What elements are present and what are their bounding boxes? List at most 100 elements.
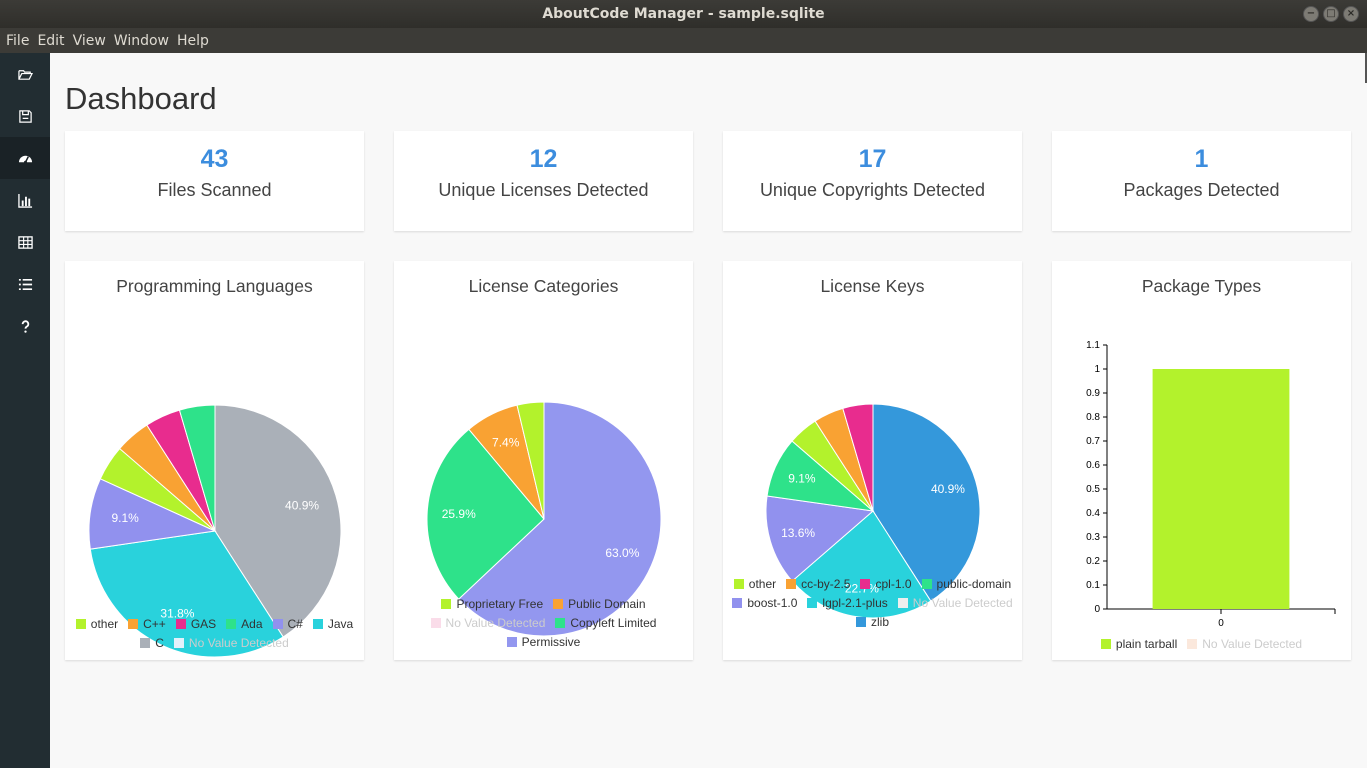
- sidebar-chart-button[interactable]: [0, 179, 50, 221]
- legend-item-zlib[interactable]: zlib: [855, 613, 889, 632]
- legend-label: other: [90, 617, 119, 631]
- stat-value: 12: [529, 145, 558, 173]
- stat-label: Files Scanned: [157, 180, 272, 200]
- legend-swatch: [506, 637, 517, 647]
- stat-unique-licenses: 12 Unique Licenses Detected: [394, 131, 693, 231]
- sidebar-save-button[interactable]: [0, 95, 50, 137]
- legend-label: Java: [327, 617, 354, 631]
- maximize-button[interactable]: □: [1323, 6, 1339, 22]
- legend-swatch: [786, 579, 797, 589]
- legend-item-plain-tarball[interactable]: plain tarball: [1100, 635, 1177, 654]
- minimize-button[interactable]: −: [1303, 6, 1319, 22]
- pie-slice-c[interactable]: [214, 404, 342, 638]
- legend-item-c[interactable]: C: [140, 634, 164, 653]
- legend-swatch: [272, 619, 283, 629]
- sidebar-list-button[interactable]: [0, 263, 50, 305]
- legend-item-boost-1-0[interactable]: boost-1.0: [732, 594, 797, 613]
- stat-value: 1: [1194, 145, 1209, 173]
- y-tick-label: 0.9: [1086, 388, 1100, 399]
- legend-label: Permissive: [521, 635, 581, 649]
- legend-label: public-domain: [936, 577, 1012, 591]
- menu-file[interactable]: File: [6, 32, 30, 49]
- legend-item-c[interactable]: C++: [128, 615, 166, 634]
- bar-chart-icon: [17, 193, 32, 208]
- list-icon: [18, 278, 32, 290]
- legend-swatch: [175, 619, 186, 629]
- chart-legend: other C++ GAS Ada C# Java C No Value Detected: [65, 615, 364, 653]
- close-button[interactable]: ×: [1343, 6, 1359, 22]
- legend-label: Proprietary Free: [456, 597, 544, 611]
- y-tick-label: 1.1: [1086, 340, 1100, 351]
- legend-item-other[interactable]: other: [733, 575, 776, 594]
- license-keys-card: License Keys 40.9%22.7%13.6%9.1% othercc…: [723, 261, 1022, 660]
- pie-slice-lgpl-2-1-plus[interactable]: [791, 510, 932, 619]
- dashboard-content: Dashboard 43 Files Scanned 12 Unique Lic…: [50, 53, 1366, 768]
- stat-label: Unique Licenses Detected: [438, 180, 649, 200]
- legend-item-permissive[interactable]: Permissive: [506, 633, 581, 652]
- slice-percent-label: 9.1%: [112, 511, 140, 525]
- slice-percent-label: 40.9%: [285, 498, 319, 512]
- programming-languages-card: Programming Languages 40.9% 31.8% 9.1% oth…: [65, 261, 364, 660]
- menu-bar: File Edit View Window Help: [0, 28, 1367, 53]
- menu-edit[interactable]: Edit: [37, 32, 65, 49]
- legend-item-no-value-detected[interactable]: No Value Detected: [173, 634, 289, 653]
- legend-swatch: [921, 579, 932, 589]
- legend-swatch: [553, 599, 564, 609]
- pie-slice-permissive[interactable]: [458, 401, 662, 637]
- legend-item-gas[interactable]: GAS: [175, 615, 217, 634]
- table-icon: [17, 235, 33, 249]
- legend-label: lgpl-2.1-plus: [822, 596, 888, 610]
- legend-item-public-domain[interactable]: Public Domain: [553, 595, 646, 614]
- slice-percent-label: 7.4%: [492, 436, 520, 450]
- legend-label: No Value Detected: [912, 596, 1013, 610]
- legend-item-no-value-detected[interactable]: No Value Detected: [897, 594, 1013, 613]
- package-types-bar-chart: 0 0.1 0.2 0.3 0.4 0.5 0.6 0.7 0.8 0.9 1 1.1 0: [1086, 340, 1336, 629]
- window-title: AboutCode Manager - sample.sqlite: [542, 6, 825, 22]
- legend-item-other[interactable]: other: [75, 615, 119, 634]
- menu-window[interactable]: Window: [113, 32, 169, 49]
- sidebar-dashboard-button[interactable]: [0, 137, 50, 179]
- y-tick-label: 0.7: [1086, 436, 1100, 447]
- legend-item-cpl-1-0[interactable]: cpl-1.0: [860, 575, 912, 594]
- chart-title: Package Types: [1141, 276, 1262, 296]
- stat-value: 17: [858, 145, 887, 173]
- legend-item-no-value-detected[interactable]: No Value Detected: [1187, 635, 1302, 654]
- legend-swatch: [75, 619, 86, 629]
- legend-label: Ada: [241, 617, 263, 631]
- legend-item-ada[interactable]: Ada: [226, 615, 263, 634]
- pie-slice-boost-1-0[interactable]: [765, 495, 875, 582]
- stat-unique-copyrights: 17 Unique Copyrights Detected: [723, 131, 1022, 231]
- legend-item-proprietary-free[interactable]: Proprietary Free: [441, 595, 543, 614]
- legend-item-copyleft-limited[interactable]: Copyleft Limited: [555, 614, 656, 633]
- legend-item-lgpl-2-1-plus[interactable]: lgpl-2.1-plus: [807, 594, 888, 613]
- legend-item-cc-by-2-5[interactable]: cc-by-2.5: [786, 575, 850, 594]
- sidebar-help-button[interactable]: [0, 305, 50, 347]
- legend-item-no-value-detected[interactable]: No Value Detected: [430, 614, 545, 633]
- y-tick-label: 0.2: [1086, 556, 1100, 567]
- scrollbar[interactable]: [1365, 53, 1367, 83]
- sidebar-table-button[interactable]: [0, 221, 50, 263]
- pie-slice-ada[interactable]: [178, 404, 216, 532]
- sidebar-open-button[interactable]: [0, 53, 50, 95]
- license-categories-card: License Categories 63.0% 25.9% 7.4% Propri…: [394, 261, 693, 660]
- menu-view[interactable]: View: [72, 32, 106, 49]
- legend-item-java[interactable]: Java: [312, 615, 354, 634]
- legend-label: GAS: [190, 617, 217, 631]
- menu-help[interactable]: Help: [177, 32, 209, 49]
- legend-swatch: [140, 638, 151, 648]
- chart-legend: plain tarball No Value Detected: [1052, 635, 1351, 654]
- legend-swatch: [1100, 639, 1111, 649]
- legend-label: No Value Detected: [188, 636, 289, 650]
- pie-slice-cpl-1-0[interactable]: [842, 403, 874, 512]
- pie-slice-copyleft-limited[interactable]: [426, 428, 545, 600]
- legend-item-public-domain[interactable]: public-domain: [921, 575, 1012, 594]
- legend-label: C++: [143, 617, 166, 631]
- package-types-card: Package Types 0 0.1 0.2 0.3 0.4 0.5 0.6 0.7 0.8 0…: [1052, 261, 1351, 660]
- legend-swatch: [312, 619, 323, 629]
- legend-item-c[interactable]: C#: [272, 615, 303, 634]
- y-tick-label: 0.5: [1086, 484, 1100, 495]
- bar-0[interactable]: [1152, 369, 1290, 609]
- pie-slice-proprietary-free[interactable]: [516, 401, 545, 520]
- y-tick-label: 0.1: [1086, 580, 1100, 591]
- legend-swatch: [1187, 639, 1198, 649]
